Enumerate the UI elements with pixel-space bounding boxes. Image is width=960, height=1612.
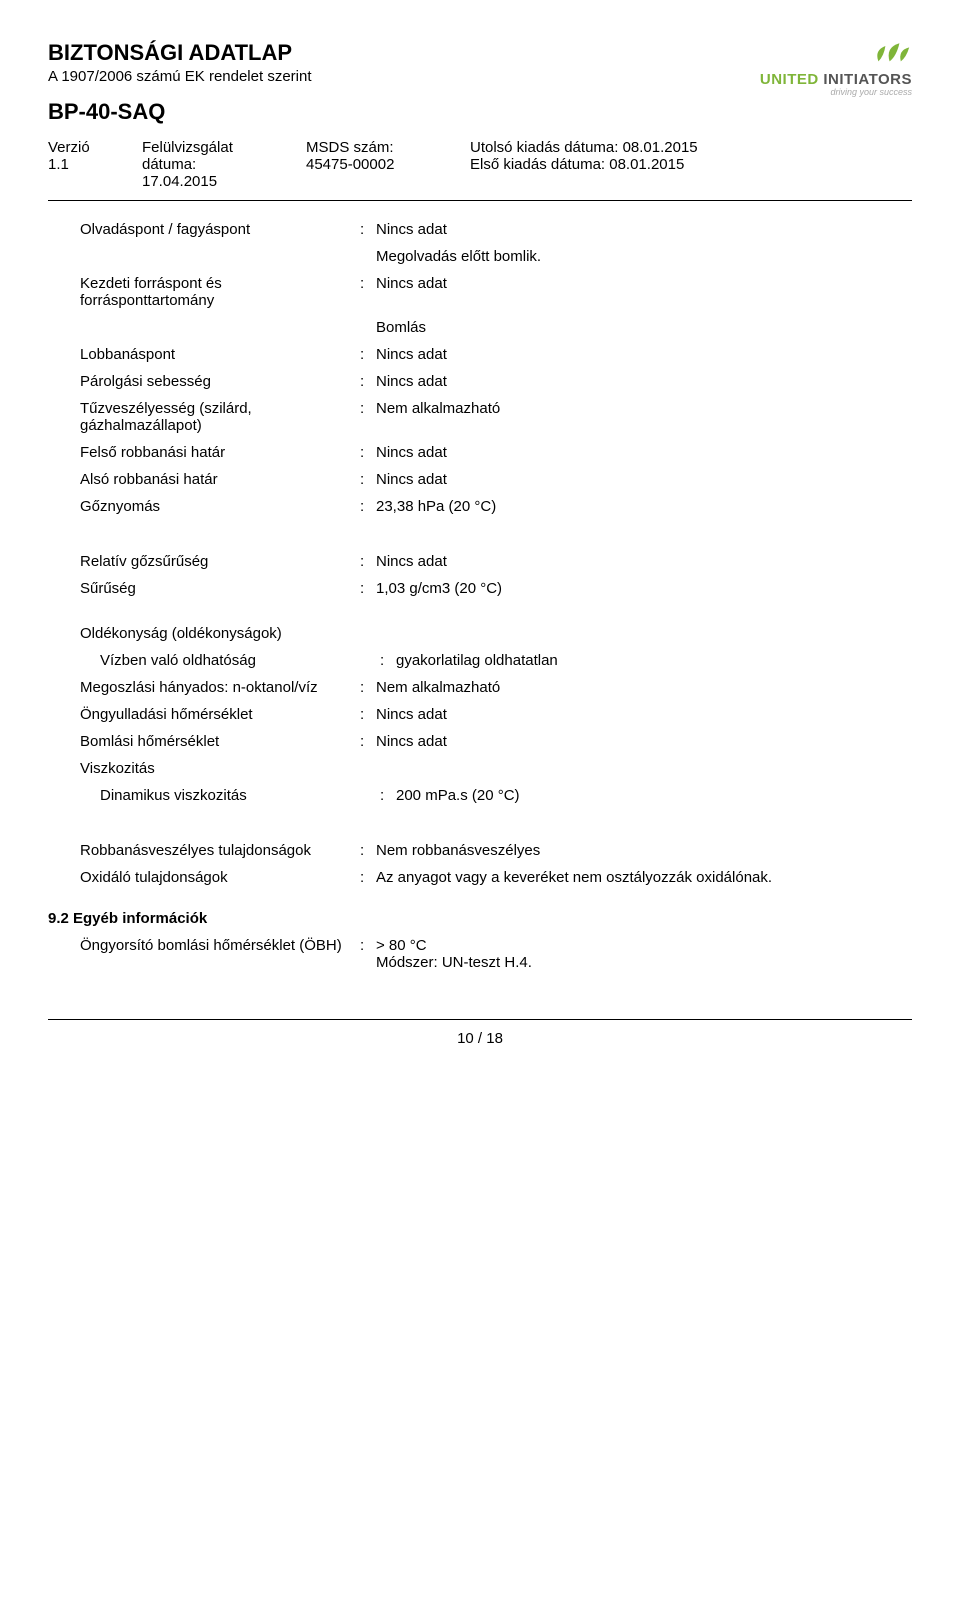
colon: : [360,869,376,886]
value: Nincs adat [376,275,912,309]
company-logo: UNITED INITIATORS driving your success [760,40,912,97]
value: Nincs adat [376,553,912,570]
row-explosive-properties: Robbanásveszélyes tulajdonságok : Nem ro… [80,842,912,859]
meta-revision-date: Felülvizsgálat dátuma: 17.04.2015 [142,139,282,190]
colon: : [360,553,376,570]
value: Nem robbanásveszélyes [376,842,912,859]
label: Felső robbanási határ [80,444,360,461]
label: Sűrűség [80,580,360,597]
colon: : [360,937,376,971]
value: Az anyagot vagy a keveréket nem osztályo… [376,869,912,886]
colon: : [360,842,376,859]
value: Nem alkalmazható [376,400,912,434]
meta-msds-number: MSDS szám: 45475-00002 [306,139,446,190]
label: Öngyulladási hőmérséklet [80,706,360,723]
row-flammability: Tűzveszélyesség (szilárd, gázhalmazállap… [80,400,912,434]
value: Nincs adat [376,444,912,461]
row-water-solubility: Vízben való oldhatóság : gyakorlatilag o… [80,652,912,669]
label: Gőznyomás [80,498,360,515]
row-relative-vapour-density: Relatív gőzsűrűség : Nincs adat [80,553,912,570]
colon: : [360,733,376,750]
logo-text: UNITED INITIATORS [760,71,912,88]
row-sadt: Öngyorsító bomlási hőmérséklet (ÖBH) : >… [80,937,912,971]
header: BIZTONSÁGI ADATLAP A 1907/2006 számú EK … [48,40,912,139]
label: Párolgási sebesség [80,373,360,390]
colon: : [360,679,376,696]
colon: : [360,373,376,390]
logo-tagline: driving your success [760,87,912,97]
note-decomposition: Bomlás [376,319,912,336]
label: Bomlási hőmérséklet [80,733,360,750]
section-9-2-heading: 9.2 Egyéb információk [48,910,912,927]
meta-issue-dates: Utolsó kiadás dátuma: 08.01.2015 Első ki… [470,139,698,190]
value: Nem alkalmazható [376,679,912,696]
row-flash-point: Lobbanáspont : Nincs adat [80,346,912,363]
value: Nincs adat [376,706,912,723]
row-oxidising-properties: Oxidáló tulajdonságok : Az anyagot vagy … [80,869,912,886]
label: Tűzveszélyesség (szilárd, gázhalmazállap… [80,400,360,434]
label: Vízben való oldhatóság [80,652,380,669]
value: > 80 °C Módszer: UN-teszt H.4. [376,937,912,971]
meta-version: Verzió 1.1 [48,139,118,190]
label: Lobbanáspont [80,346,360,363]
label: Relatív gőzsűrűség [80,553,360,570]
value: gyakorlatilag oldhatatlan [396,652,912,669]
label: Dinamikus viszkozitás [80,787,380,804]
doc-title: BIZTONSÁGI ADATLAP [48,40,312,66]
row-density: Sűrűség : 1,03 g/cm3 (20 °C) [80,580,912,597]
value: Nincs adat [376,733,912,750]
value: Nincs adat [376,346,912,363]
title-block: BIZTONSÁGI ADATLAP A 1907/2006 számú EK … [48,40,312,139]
value: 23,38 hPa (20 °C) [376,498,912,515]
row-autoignition-temp: Öngyulladási hőmérséklet : Nincs adat [80,706,912,723]
colon: : [360,275,376,309]
product-name: BP-40-SAQ [48,99,312,125]
colon: : [380,652,396,669]
value: Nincs adat [376,221,912,238]
row-evaporation-rate: Párolgási sebesség : Nincs adat [80,373,912,390]
colon: : [360,498,376,515]
label: Öngyorsító bomlási hőmérséklet (ÖBH) [80,937,360,971]
row-upper-explosive-limit: Felső robbanási határ : Nincs adat [80,444,912,461]
label: Robbanásveszélyes tulajdonságok [80,842,360,859]
viscosity-heading: Viszkozitás [80,760,912,777]
section-9-2-block: Öngyorsító bomlási hőmérséklet (ÖBH) : >… [80,937,912,971]
label: Megoszlási hányados: n-oktanol/víz [80,679,360,696]
meta-table: Verzió 1.1 Felülvizsgálat dátuma: 17.04.… [48,139,912,201]
value: Nincs adat [376,471,912,488]
label: Kezdeti forráspont és forrásponttartomán… [80,275,360,309]
colon: : [360,221,376,238]
label: Olvadáspont / fagyáspont [80,221,360,238]
colon: : [360,471,376,488]
logo-brand-2: INITIATORS [819,71,912,88]
colon: : [380,787,396,804]
colon: : [360,400,376,434]
colon: : [360,580,376,597]
colon: : [360,444,376,461]
colon: : [360,706,376,723]
note-melting: Megolvadás előtt bomlik. [376,248,912,265]
logo-brand-1: UNITED [760,71,819,88]
row-dynamic-viscosity: Dinamikus viszkozitás : 200 mPa.s (20 °C… [80,787,912,804]
row-decomposition-temp: Bomlási hőmérséklet : Nincs adat [80,733,912,750]
value: 1,03 g/cm3 (20 °C) [376,580,912,597]
row-vapour-pressure: Gőznyomás : 23,38 hPa (20 °C) [80,498,912,515]
colon: : [360,346,376,363]
doc-subtitle: A 1907/2006 számú EK rendelet szerint [48,68,312,85]
page-number: 10 / 18 [48,1019,912,1047]
solubility-heading: Oldékonyság (oldékonyságok) [80,625,912,642]
label: Oxidáló tulajdonságok [80,869,360,886]
leaf-icon [870,40,912,66]
row-boiling-range: Kezdeti forráspont és forrásponttartomán… [80,275,912,309]
row-partition-coefficient: Megoszlási hányados: n-oktanol/víz : Nem… [80,679,912,696]
label: Alsó robbanási határ [80,471,360,488]
value: Nincs adat [376,373,912,390]
properties-block: Olvadáspont / fagyáspont : Nincs adat Me… [80,221,912,886]
row-lower-explosive-limit: Alsó robbanási határ : Nincs adat [80,471,912,488]
row-melting-point: Olvadáspont / fagyáspont : Nincs adat [80,221,912,238]
value: 200 mPa.s (20 °C) [396,787,912,804]
